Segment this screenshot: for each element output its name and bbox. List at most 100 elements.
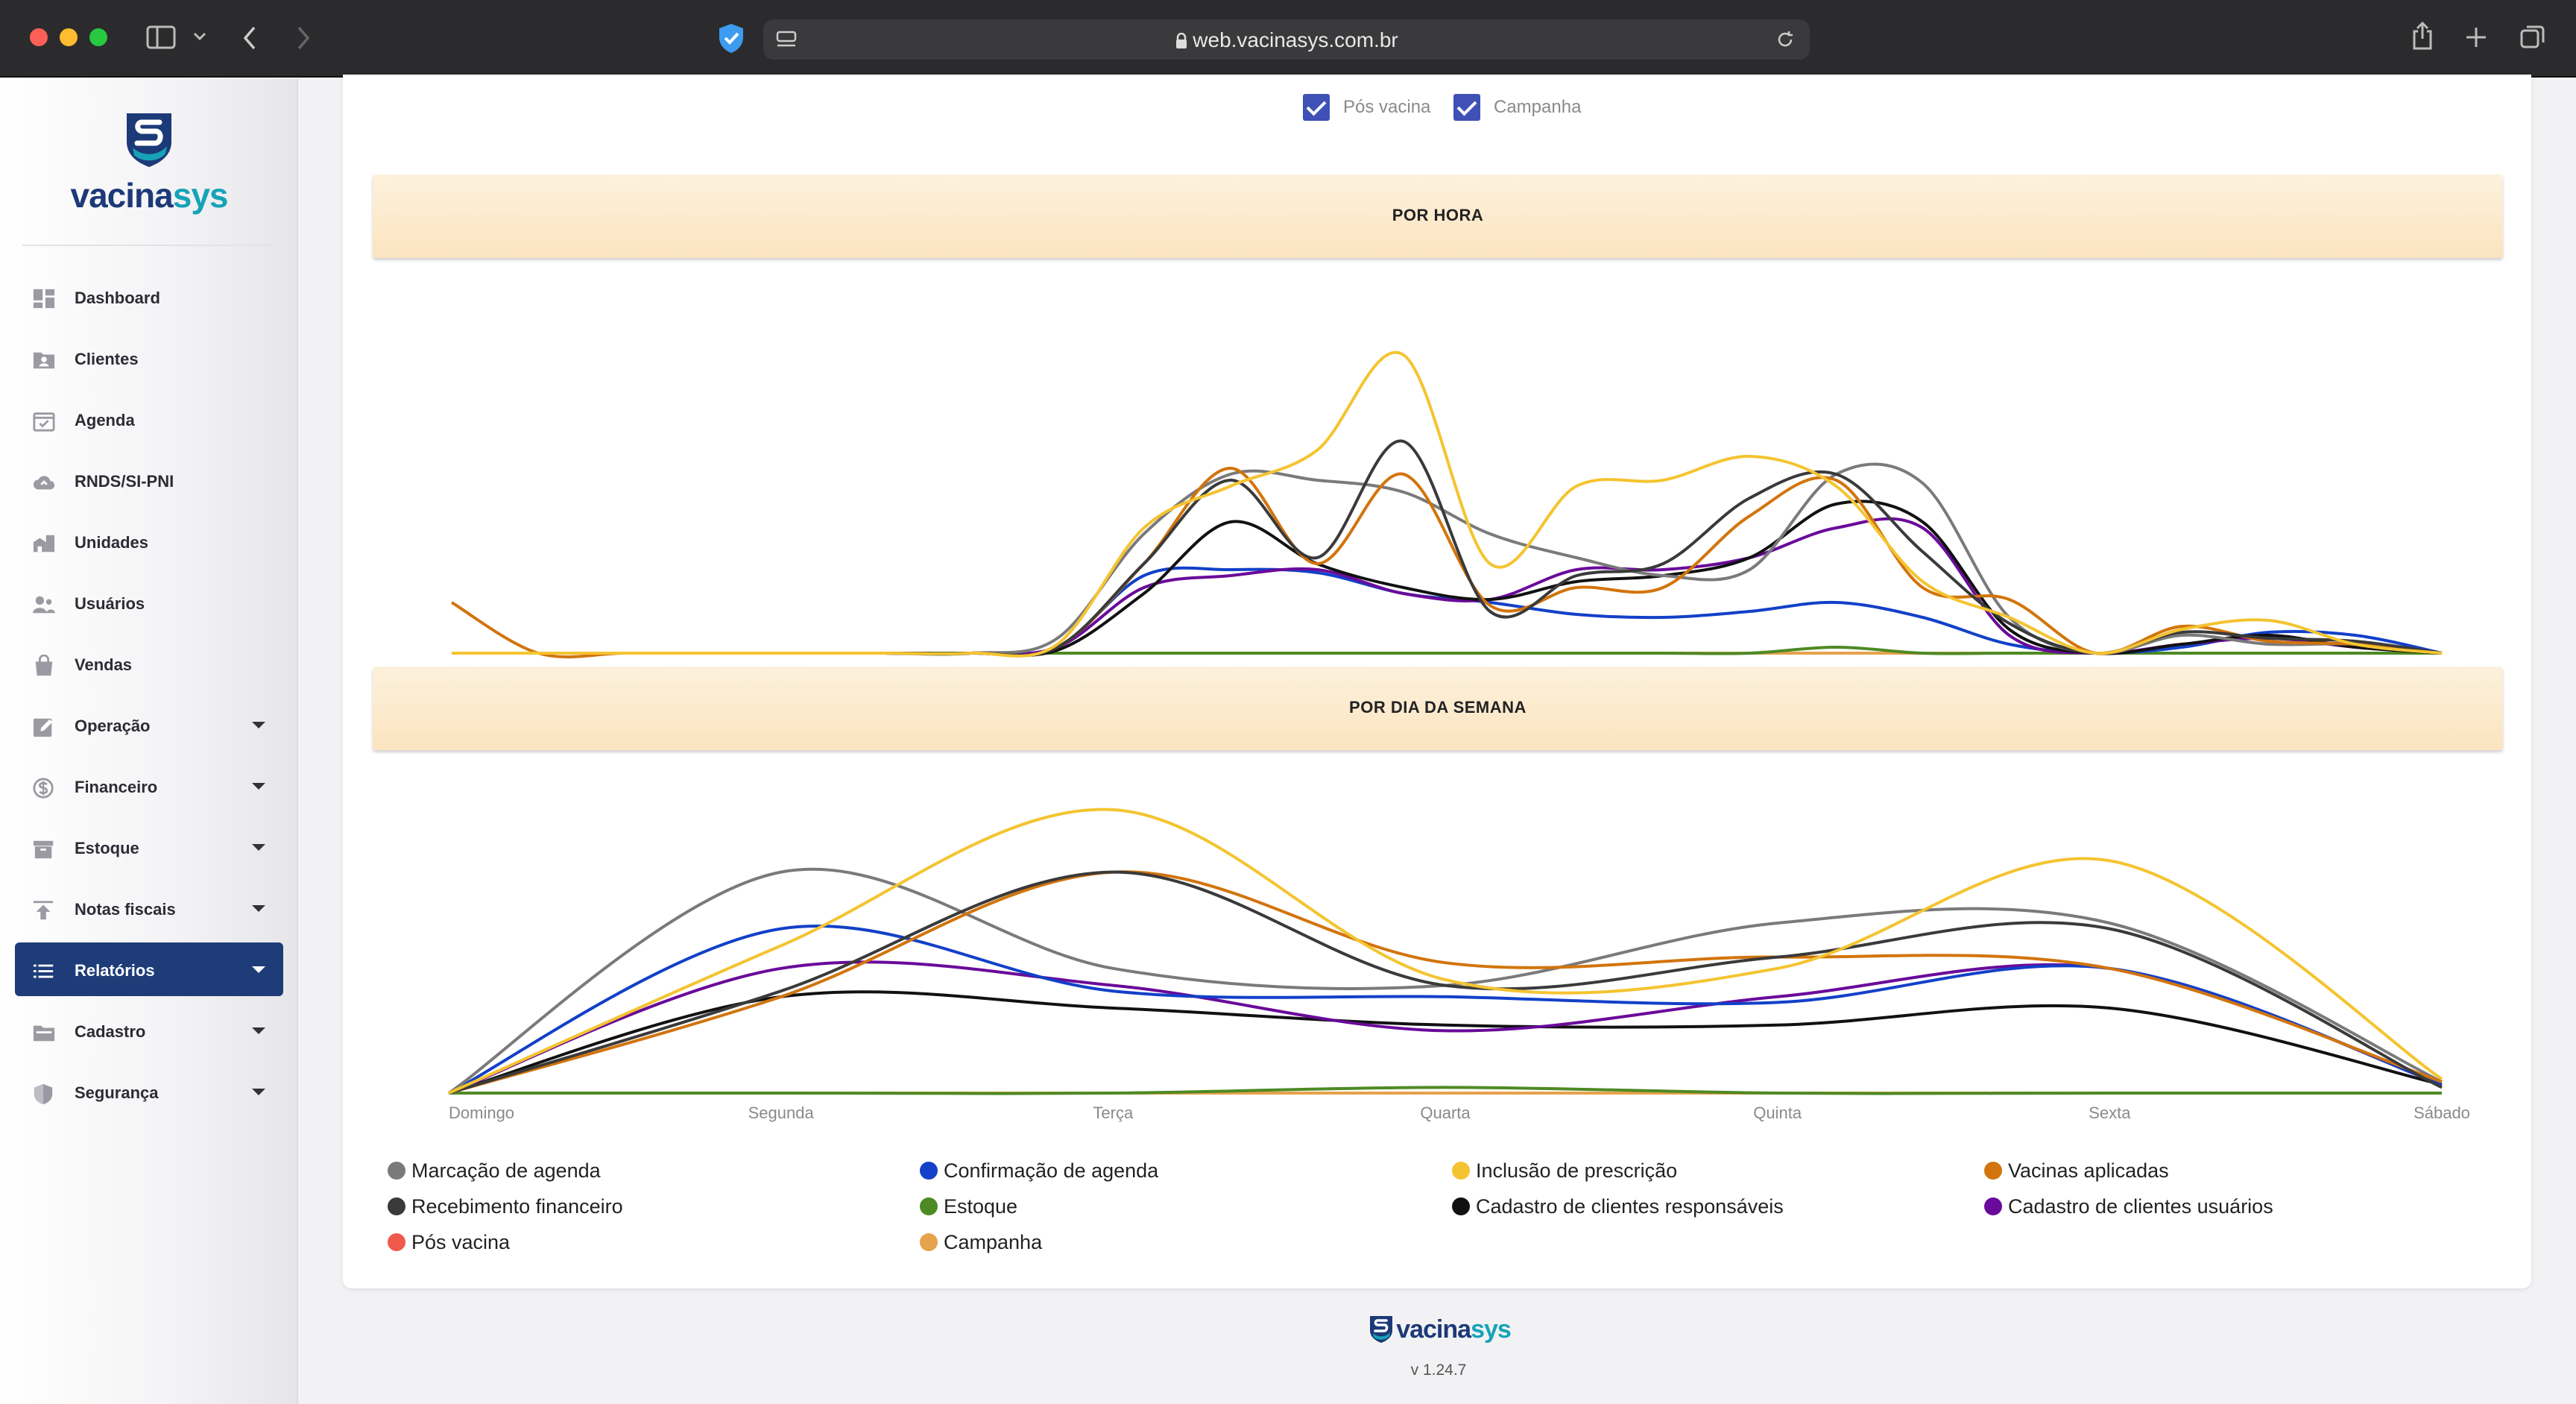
series-line-inclus-o-de-prescri-o: [452, 350, 2443, 658]
legend-swatch: [388, 1197, 405, 1215]
sidebar-item-vendas[interactable]: Vendas: [15, 637, 283, 690]
buildings-icon: [33, 535, 55, 553]
legend-label: Pós vacina: [411, 1230, 511, 1253]
footer-logo: vacinasys: [1364, 1314, 1513, 1344]
sidebar-item-label: Dashboard: [75, 289, 160, 307]
x-tick-label: Quarta: [1420, 1104, 1471, 1122]
close-window-button[interactable]: [30, 28, 48, 46]
caret-down-icon[interactable]: [252, 905, 265, 912]
legend-swatch: [920, 1162, 938, 1180]
lock-icon: [1176, 32, 1187, 48]
back-arrow-icon[interactable]: [242, 25, 258, 51]
browser-toolbar: web.vacinasys.com.br: [0, 0, 2576, 78]
caret-down-icon[interactable]: [252, 1089, 265, 1095]
sidebar-item-dashboard[interactable]: Dashboard: [15, 270, 283, 324]
sidebar-item-unidades[interactable]: Unidades: [15, 514, 283, 568]
por-dia-header: POR DIA DA SEMANA: [373, 667, 2503, 750]
sidebar-item-label: Usuários: [75, 594, 145, 613]
legend-item[interactable]: Pós vacina: [388, 1229, 510, 1256]
legend-item[interactable]: Campanha: [920, 1229, 1042, 1256]
address-bar[interactable]: web.vacinasys.com.br: [763, 19, 1810, 60]
legend-item[interactable]: Marcação de agenda: [388, 1157, 601, 1184]
series-line-vacinas-aplicadas: [450, 466, 2443, 659]
sidebar-divider: [22, 245, 276, 246]
sidebar-item-clientes[interactable]: Clientes: [15, 331, 283, 385]
url-text: web.vacinasys.com.br: [763, 28, 1810, 52]
tab-overview-icon[interactable]: [2519, 24, 2546, 51]
reload-icon[interactable]: [1775, 30, 1795, 49]
series-line-recebimento-financeiro: [448, 870, 2443, 1095]
page-settings-icon[interactable]: [775, 30, 798, 49]
archive-icon: [33, 840, 54, 859]
legend-item[interactable]: Cadastro de clientes usuários: [1984, 1193, 2273, 1220]
sidebar-item-cadastro[interactable]: Cadastro: [15, 1004, 283, 1057]
vacinasys-logo-icon: [1370, 1316, 1393, 1343]
filter-campanha[interactable]: Campanha: [1453, 94, 1581, 121]
legend-item[interactable]: Vacinas aplicadas: [1984, 1157, 2169, 1184]
caret-down-icon[interactable]: [252, 966, 265, 973]
zoom-window-button[interactable]: [89, 28, 107, 46]
caret-down-icon[interactable]: [252, 783, 265, 790]
legend-item[interactable]: Cadastro de clientes responsáveis: [1452, 1193, 1784, 1220]
legend-item[interactable]: Recebimento financeiro: [388, 1193, 623, 1220]
list-icon: [33, 964, 54, 978]
sidebar-item-relat-rios[interactable]: Relatórios: [15, 942, 283, 996]
series-line-inclus-o-de-prescri-o: [448, 808, 2443, 1095]
x-tick-label: Quinta: [1753, 1104, 1802, 1122]
sidebar-item-label: Notas fiscais: [75, 900, 176, 919]
forward-arrow-icon[interactable]: [295, 25, 312, 51]
brand-name-part1: vacina: [70, 176, 174, 215]
legend-swatch: [920, 1197, 938, 1215]
legend-item[interactable]: Estoque: [920, 1193, 1017, 1220]
sidebar-toggle-icon[interactable]: [146, 25, 176, 49]
legend-swatch: [1452, 1197, 1470, 1215]
calendar-icon: [33, 412, 55, 432]
brand-logo[interactable]: vacinasys: [0, 109, 298, 215]
sidebar-item-label: Unidades: [75, 533, 149, 552]
legend-label: Inclusão de prescrição: [1476, 1159, 1678, 1182]
footer-brand-part2: sys: [1471, 1315, 1512, 1344]
edit-icon: [33, 718, 53, 737]
sidebar-item-financeiro[interactable]: Financeiro: [15, 759, 283, 813]
caret-down-icon[interactable]: [252, 844, 265, 851]
shopping-bag-icon: [35, 655, 53, 676]
sidebar-item-rnds-si-pni[interactable]: RNDS/SI-PNI: [15, 453, 283, 507]
pos-vacina-checkbox[interactable]: [1303, 94, 1330, 121]
por-hora-title: POR HORA: [1392, 206, 1484, 224]
sidebar-item-opera-o[interactable]: Operação: [15, 698, 283, 752]
caret-down-icon[interactable]: [252, 722, 265, 728]
series-line-vacinas-aplicadas: [448, 870, 2443, 1095]
legend-label: Cadastro de clientes usuários: [2008, 1194, 2273, 1218]
legend-item[interactable]: Inclusão de prescrição: [1452, 1157, 1677, 1184]
sidebar-item-label: Agenda: [75, 411, 135, 429]
x-tick-label: Segunda: [748, 1104, 815, 1122]
sidebar-nav: Dashboard Clientes Agenda RNDS/SI-PNI Unidad…: [15, 270, 283, 1126]
new-tab-plus-icon[interactable]: [2464, 25, 2488, 49]
legend-label: Vacinas aplicadas: [2008, 1159, 2169, 1182]
footer-brand-name: vacinasys: [1364, 1314, 1513, 1344]
chevron-down-icon[interactable]: [192, 31, 207, 42]
sidebar-item-notas-fiscais[interactable]: Notas fiscais: [15, 881, 283, 935]
series-line-confirma-o-de-agenda: [448, 925, 2443, 1095]
shield-icon: [34, 1083, 53, 1105]
x-tick-label: Domingo: [449, 1104, 514, 1122]
series-line-cadastro-de-clientes-usu-rios: [452, 517, 2443, 655]
legend-label: Cadastro de clientes responsáveis: [1476, 1194, 1784, 1218]
privacy-shield-icon[interactable]: [717, 22, 745, 54]
campanha-label: Campanha: [1494, 97, 1582, 117]
sidebar-item-agenda[interactable]: Agenda: [15, 392, 283, 446]
sidebar-item-usu-rios[interactable]: Usuários: [15, 576, 283, 629]
sidebar-item-estoque[interactable]: Estoque: [15, 820, 283, 874]
brand-name: vacinasys: [0, 175, 298, 215]
cloud-upload-icon: [33, 476, 55, 490]
minimize-window-button[interactable]: [60, 28, 78, 46]
campanha-checkbox[interactable]: [1453, 94, 1480, 121]
legend-item[interactable]: Confirmação de agenda: [920, 1157, 1158, 1184]
sidebar-item-seguran-a[interactable]: Segurança: [15, 1065, 283, 1118]
filter-pos-vacina[interactable]: Pós vacina: [1303, 94, 1430, 121]
caret-down-icon[interactable]: [252, 1027, 265, 1034]
legend-label: Marcação de agenda: [411, 1159, 601, 1182]
sidebar-item-label: Operação: [75, 717, 151, 735]
share-icon[interactable]: [2411, 21, 2434, 51]
sidebar-item-label: Clientes: [75, 350, 139, 368]
